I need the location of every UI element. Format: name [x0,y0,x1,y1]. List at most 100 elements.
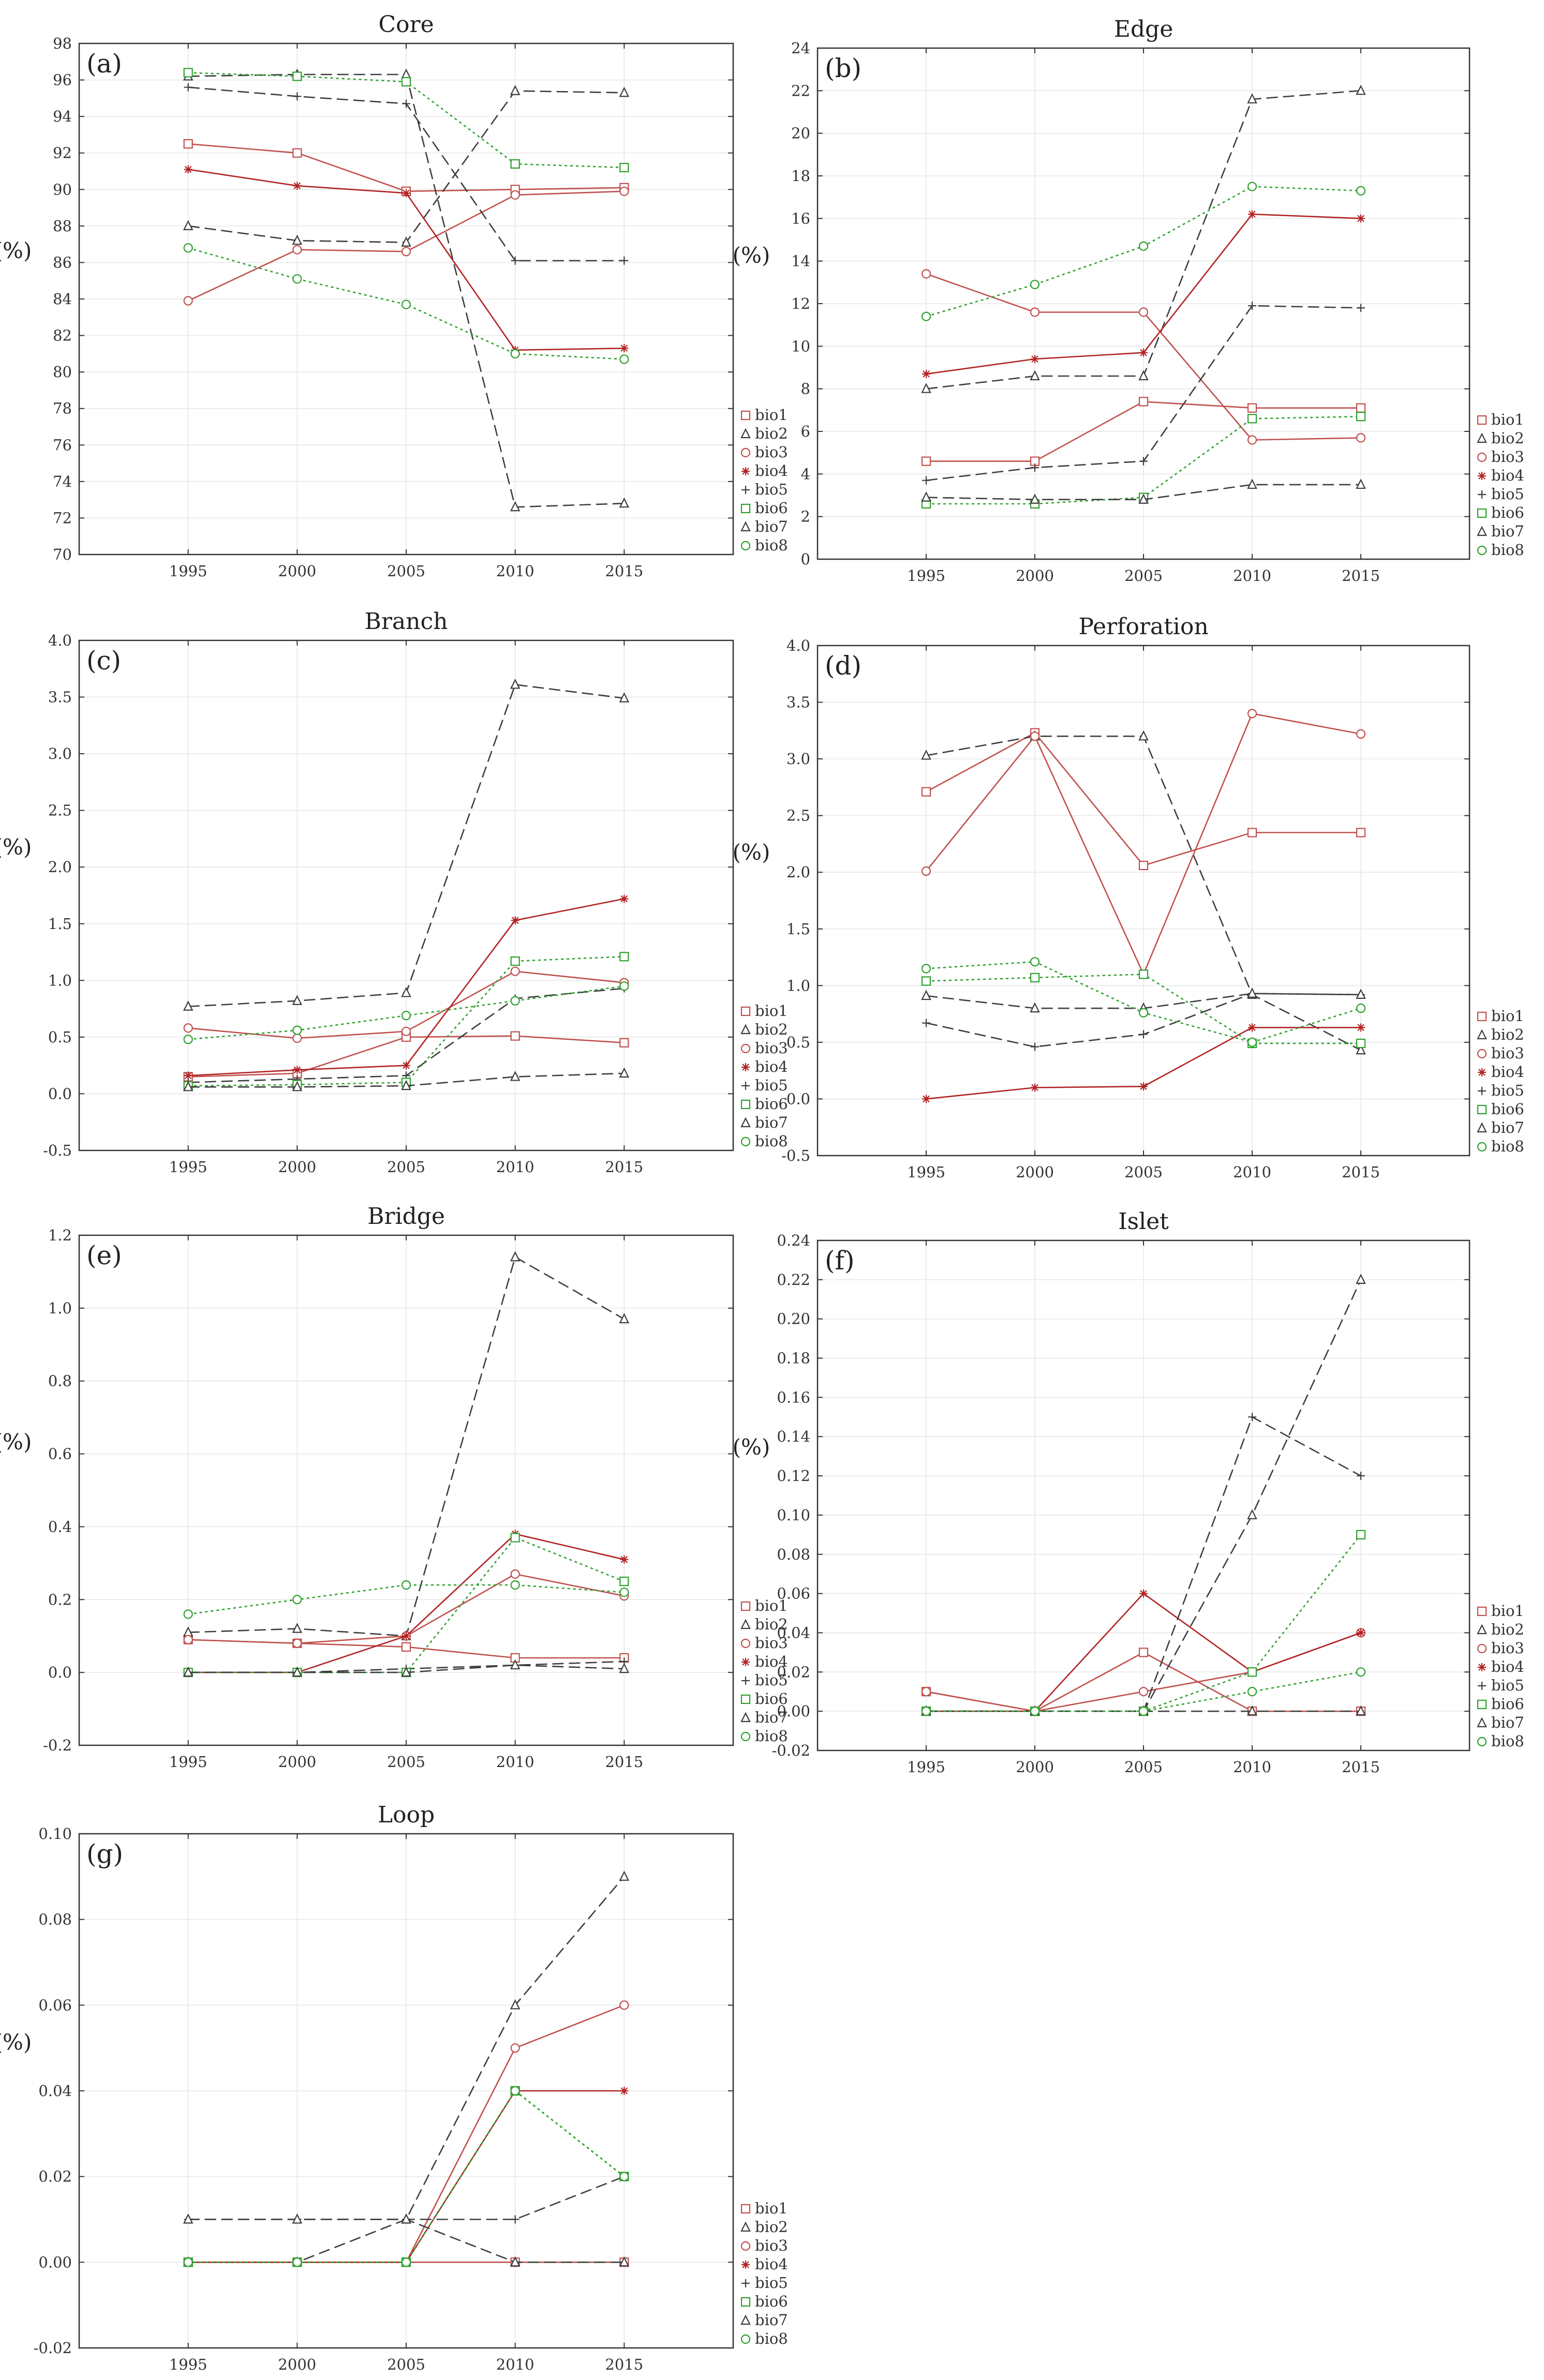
data-point-bio6 [401,77,411,87]
legend-marker-bio1 [1477,1606,1487,1616]
series-bio4 [922,210,1365,378]
data-point-bio6 [1247,1667,1257,1677]
series-bio4 [184,894,629,1080]
series-bio3 [183,186,629,306]
data-point-bio5 [511,256,519,265]
legend-marker-bio1 [740,1006,751,1016]
chart-title: Bridge [367,1203,445,1230]
legend-entry: bio4 [755,2255,788,2273]
y-tick-label: 4.0 [786,637,810,654]
data-point-bio1 [1138,1648,1149,1657]
y-tick-label: 0.16 [777,1388,810,1406]
data-point-bio1 [1356,828,1366,837]
data-point-bio8 [183,243,193,253]
data-point-bio7 [1247,987,1257,998]
y-tick-label: 2.0 [786,863,810,881]
legend-marker-bio1 [740,410,751,421]
legend-entry: bio2 [755,425,788,442]
legend-marker-bio3 [1477,452,1487,462]
series-bio5 [922,302,1365,485]
panel-bridge: -0.2 0.0 0.2 0.4 0.6 0.8 1.0 1.2 1995 2000 2005 201… [0,1203,788,1771]
legend-marker-bio1 [1477,415,1487,425]
legend-marker-bio4 [1478,1068,1486,1076]
data-point-bio7 [619,1663,630,1673]
y-tick-label: 0.02 [38,2168,72,2186]
data-point-bio3 [619,186,629,196]
x-tick-label: 1995 [169,562,207,580]
legend-marker-bio6 [1477,1104,1487,1115]
legend-entry: bio8 [755,1132,788,1150]
y-tick-label: -0.5 [43,1142,72,1159]
data-point-bio5 [1139,1030,1148,1039]
legend-entry: bio5 [755,481,788,498]
data-point-bio2 [1356,1044,1366,1055]
legend-marker-bio2 [740,1024,751,1035]
legend-marker-bio2 [1477,432,1487,443]
series-bio7 [183,85,630,247]
data-point-bio3 [921,1687,931,1697]
data-point-bio2 [1356,1274,1366,1284]
data-point-bio5 [402,99,410,108]
x-tick-label: 2010 [496,2356,535,2373]
y-tick-label: 0.4 [48,1518,72,1535]
data-point-bio1 [921,787,931,797]
data-point-bio8 [292,2257,302,2267]
data-point-bio4 [1248,1023,1256,1032]
legend-entry: bio2 [755,1021,788,1038]
y-tick-label: 3.0 [48,745,72,762]
y-tick-label: 20 [791,125,810,142]
data-point-bio7 [183,2213,194,2224]
data-point-bio2 [292,1623,303,1633]
data-point-bio3 [1356,729,1366,739]
data-point-bio4 [1139,348,1148,357]
y-tick-label: 2.0 [48,858,72,876]
legend-entry: bio5 [755,1076,788,1094]
legend-entry: bio3 [1491,1044,1524,1062]
legend-entry: bio2 [1491,1026,1524,1043]
data-point-bio2 [1356,84,1366,95]
x-tick-label: 1995 [169,2356,207,2373]
legend-marker-bio5 [741,1082,750,1090]
legend-marker-bio6 [740,1694,751,1704]
legend-marker-bio2 [1477,1624,1487,1635]
legend-marker-bio3 [740,2241,751,2251]
legend-entry: bio6 [1491,1695,1524,1713]
data-point-bio4 [620,2087,629,2095]
legend-marker-bio1 [740,2204,751,2214]
legend-marker-bio8 [740,1731,751,1742]
data-point-bio7 [183,1666,194,1677]
x-tick-label: 2005 [1124,1163,1163,1181]
data-point-bio3 [510,1569,520,1579]
data-point-bio1 [510,1031,520,1041]
data-point-bio8 [1030,957,1040,967]
data-point-bio7 [921,491,931,502]
data-point-bio7 [401,1080,411,1090]
data-point-bio6 [1247,414,1257,424]
x-tick-label: 2010 [1233,1758,1271,1776]
data-point-bio6 [921,976,931,986]
data-point-bio8 [921,1707,931,1716]
legend-entry: bio4 [1491,1658,1524,1675]
panel-label: (a) [86,49,122,79]
y-tick-label: 76 [53,436,72,454]
legend-marker-bio4 [1478,1663,1486,1671]
legend-marker-bio7 [740,2314,751,2325]
y-tick-label: 0.6 [48,1445,72,1463]
data-point-bio4 [402,189,410,198]
x-tick-label: 2000 [278,1158,316,1176]
legend-marker-bio3 [1477,1049,1487,1059]
data-point-bio8 [292,274,302,284]
data-point-bio7 [292,1666,303,1677]
data-point-bio5 [922,476,930,485]
data-point-bio1 [619,1038,629,1047]
legend-marker-bio8 [740,2334,751,2344]
data-point-bio8 [1247,182,1257,191]
y-axis-label: (%) [0,2029,32,2055]
legend-entry: bio6 [1491,504,1524,521]
legend-marker-bio4 [741,1658,750,1666]
y-tick-label: 1.0 [48,1299,72,1317]
y-tick-label: 72 [53,509,72,527]
data-point-bio6 [1356,1530,1366,1539]
chart-title: Core [378,11,434,38]
